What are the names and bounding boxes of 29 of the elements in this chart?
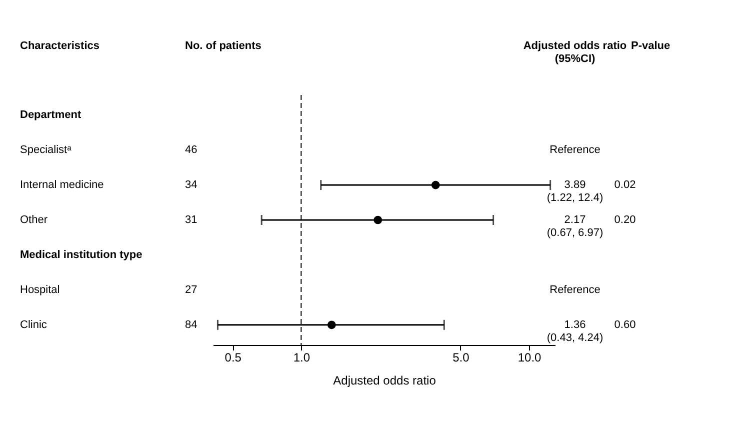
text: Reference: [550, 144, 600, 156]
x-tick-label: 10.0: [518, 350, 542, 364]
text: Adjusted odds ratio (95%CI): [523, 40, 627, 65]
text: 0.60: [614, 318, 636, 331]
data-label: 3.89 (1.22, 12.4): [546, 179, 604, 204]
x-tick-label: 1.0: [293, 350, 310, 364]
text: 27: [185, 284, 198, 296]
text: 31: [185, 214, 198, 226]
text: P-value: [631, 40, 670, 52]
text: Reference: [550, 284, 600, 296]
y-tick-label: Specialistᵃ: [20, 144, 72, 156]
data-label: 2.17 (0.67, 6.97): [546, 214, 604, 239]
y-tick-label: Clinic: [20, 318, 48, 331]
text: 84: [185, 318, 198, 331]
x-tick-label: 0.5: [224, 350, 242, 364]
y-tick-label: Hospital: [20, 284, 60, 296]
y-tick-label: Other: [20, 214, 48, 226]
y-tick-label: Department: [20, 109, 82, 122]
text: 34: [185, 179, 198, 192]
y-axis-title: Characteristics: [20, 40, 100, 52]
text: No. of patients: [185, 40, 262, 52]
text: 0.02: [614, 179, 636, 192]
x-axis-title: Adjusted odds ratio: [333, 374, 436, 388]
y-tick-label: Internal medicine: [20, 179, 104, 192]
data-label: 1.36 (0.43, 4.24): [546, 318, 604, 344]
y-tick-label: Medical institution type: [20, 248, 142, 261]
text: 46: [185, 144, 198, 156]
x-tick-label: 5.0: [452, 350, 470, 364]
text: 0.20: [614, 214, 636, 226]
